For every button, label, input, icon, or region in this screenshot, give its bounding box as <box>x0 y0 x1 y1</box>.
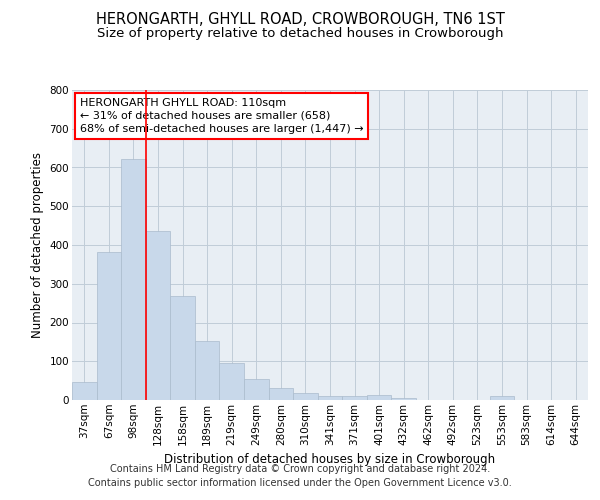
Bar <box>146 230 170 400</box>
Bar <box>220 363 244 400</box>
Bar <box>391 398 416 400</box>
Bar <box>269 388 293 400</box>
Bar <box>367 396 391 400</box>
Bar <box>342 396 367 400</box>
Text: HERONGARTH, GHYLL ROAD, CROWBOROUGH, TN6 1ST: HERONGARTH, GHYLL ROAD, CROWBOROUGH, TN6… <box>95 12 505 28</box>
Bar <box>195 340 220 400</box>
X-axis label: Distribution of detached houses by size in Crowborough: Distribution of detached houses by size … <box>164 453 496 466</box>
Bar <box>490 396 514 400</box>
Bar <box>293 393 318 400</box>
Bar <box>170 296 195 400</box>
Y-axis label: Number of detached properties: Number of detached properties <box>31 152 44 338</box>
Text: Contains HM Land Registry data © Crown copyright and database right 2024.
Contai: Contains HM Land Registry data © Crown c… <box>88 464 512 487</box>
Text: HERONGARTH GHYLL ROAD: 110sqm
← 31% of detached houses are smaller (658)
68% of : HERONGARTH GHYLL ROAD: 110sqm ← 31% of d… <box>80 98 364 134</box>
Bar <box>72 382 97 400</box>
Bar <box>244 380 269 400</box>
Text: Size of property relative to detached houses in Crowborough: Size of property relative to detached ho… <box>97 28 503 40</box>
Bar <box>97 252 121 400</box>
Bar <box>121 158 146 400</box>
Bar <box>318 396 342 400</box>
